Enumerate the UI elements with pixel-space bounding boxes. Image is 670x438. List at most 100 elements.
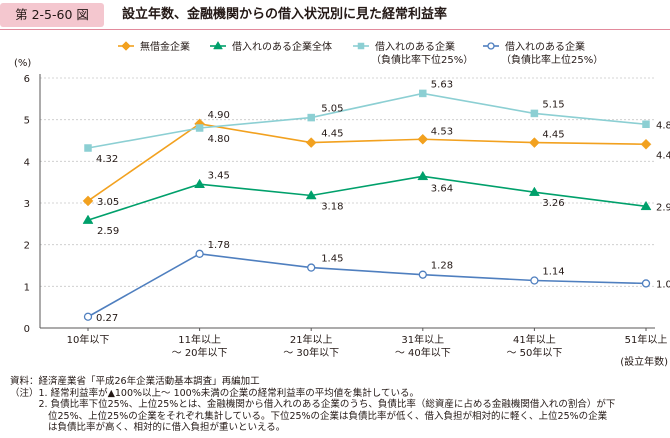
legend-label-0: 無借金企業: [140, 40, 190, 53]
series-0-point-3: [417, 133, 429, 145]
series-3-label-0: 0.27: [96, 313, 118, 324]
series-2-label-5: 4.89: [656, 120, 670, 131]
gridlines: [40, 77, 655, 287]
series-2-label-0: 4.32: [96, 154, 118, 165]
x-tick-label-2-line2: ～ 30年以下: [283, 346, 339, 359]
series-2-label-2: 5.05: [321, 104, 343, 115]
series-line-3: [87, 253, 647, 318]
series-1-label-3: 3.64: [431, 183, 453, 194]
legend: 無借金企業 借入れのある企業全体 借入れのある企業（負債比率下位25%）借入れのある…: [118, 40, 603, 66]
legend-item-2: 借入れのある企業（負債比率下位25%）: [353, 40, 473, 66]
line-chart: 0 1 2 3 4 5 6 (%) 10年以下 11年以上～ 20年以下 21年以上～ 30年以下 3…: [14, 40, 670, 368]
series-1-point-0: [82, 214, 94, 224]
figure-notes: 資料：経済産業省「平成26年企業活動基本調査」再編加工 （注）1. 経常利益率が…: [10, 376, 665, 434]
series-2-label-4: 5.15: [542, 99, 564, 110]
figure-number-badge: 第 2-5-60 図: [0, 3, 104, 27]
y-tick-label-0: 0: [24, 324, 30, 335]
legend-sublabel-2: （負債比率下位25%）: [371, 53, 473, 66]
x-axis-label: (設立年数): [620, 355, 668, 368]
series-2-point-0: [84, 144, 92, 152]
x-tick-label-1: 11年以上: [178, 333, 221, 346]
legend-item-0: 無借金企業: [118, 40, 190, 53]
series-0-label-3: 4.53: [431, 126, 453, 137]
figure-title: 設立年数、金融機関からの借入状況別に見た経常利益率: [122, 7, 448, 22]
series-3-point-1: [195, 249, 204, 258]
series-3: [83, 249, 651, 321]
x-tick-label-3-line2: ～ 40年以下: [395, 346, 451, 359]
series-line-0: [87, 122, 647, 202]
series-2-point-2: [307, 113, 315, 122]
series-3-label-1: 1.78: [208, 240, 230, 251]
note-source: 資料：経済産業省「平成26年企業活動基本調査」再編加工: [10, 376, 260, 387]
series-3-label-5: 1.07: [656, 279, 670, 290]
series-3-label-4: 1.14: [542, 267, 564, 278]
axes: 0 1 2 3 4 5 6 (%) 10年以下 11年以上～ 20年以下 21年以上～ 30年以下 3…: [14, 58, 668, 368]
series-2-point-4: [530, 109, 539, 118]
series-1-point-4: [528, 186, 540, 196]
x-tick-label-4-line2: ～ 50年以下: [506, 346, 562, 359]
legend-marker-0: [121, 41, 131, 51]
series-0-point-4: [529, 137, 540, 148]
series-0-label-1: 4.90: [208, 110, 230, 121]
note-2-line-3: は負債比率が高く、相対的に借入負担が重いといえる。: [10, 422, 286, 434]
x-tick-label-0: 10年以下: [67, 333, 110, 346]
series-2-point-5: [642, 120, 650, 128]
series-0-point-0: [82, 195, 94, 207]
series-2-label-3: 5.63: [431, 79, 453, 90]
series-0-point-2: [305, 137, 317, 148]
series-1-label-2: 3.18: [321, 202, 343, 213]
legend-marker-2: [357, 42, 365, 50]
series-2-point-1: [195, 124, 204, 132]
series-2-label-1: 4.80: [208, 134, 230, 145]
x-tick-label-2: 21年以上: [290, 333, 333, 346]
series-0-label-0: 3.05: [97, 197, 119, 208]
series-3-point-5: [641, 279, 651, 288]
series-0-label-5: 4.41: [656, 150, 670, 161]
series-1-point-5: [640, 200, 652, 211]
series-3-point-0: [83, 312, 93, 321]
series-0: [82, 118, 652, 207]
data-labels: 3.05 4.90 4.45 4.53 4.45 4.41 2.59 3.45 3.18 3.64…: [96, 79, 670, 323]
header-divider: [0, 29, 670, 30]
legend-item-1: 借入れのある企業全体: [210, 40, 332, 53]
series-1-label-0: 2.59: [97, 226, 119, 237]
series-line-2: [87, 92, 647, 149]
series-0-label-2: 4.45: [321, 129, 343, 140]
y-tick-label-5: 5: [24, 116, 30, 127]
y-tick-label-2: 2: [24, 241, 30, 252]
figure-header: 第 2-5-60 図 設立年数、金融機関からの借入状況別に見た経常利益率: [0, 0, 670, 32]
note-2-line-2: 位25%、上位25%の企業をそれぞれ集計している。下位25%の企業は負債比率が低…: [10, 410, 608, 422]
note-2-line-1: 2. 負債比率下位25%、上位25%とは、金融機関から借入れのある企業のうち、負…: [10, 399, 616, 411]
y-tick-label-3: 3: [24, 199, 30, 210]
series-1-point-2: [305, 190, 317, 200]
series-0-label-4: 4.45: [542, 130, 564, 141]
x-tick-label-1-line2: ～ 20年以下: [172, 346, 228, 359]
series-2: [84, 89, 650, 152]
series-0-point-5: [640, 138, 652, 150]
y-tick-label-4: 4: [24, 157, 30, 168]
legend-label-1: 借入れのある企業全体: [232, 40, 332, 53]
series-3-point-2: [307, 263, 316, 272]
legend-label-2: 借入れのある企業: [375, 40, 455, 53]
series-1-label-1: 3.45: [208, 170, 230, 181]
legend-item-3: 借入れのある企業（負債比率上位25%）: [483, 40, 603, 66]
series-3-point-4: [530, 276, 539, 285]
series-1-point-1: [194, 178, 206, 188]
y-tick-label-6: 6: [24, 74, 30, 85]
series-1: [82, 170, 652, 224]
y-axis-label: (%): [14, 58, 31, 69]
y-tick-label-1: 1: [24, 282, 30, 293]
x-tick-label-3: 31年以上: [401, 333, 444, 346]
series-3-label-3: 1.28: [431, 261, 453, 272]
series-1-point-3: [417, 170, 429, 181]
series-3-point-3: [418, 270, 427, 279]
legend-marker-1: [213, 41, 223, 50]
x-tick-label-5: 51年以上: [625, 333, 668, 346]
legend-sublabel-3: （負債比率上位25%）: [501, 53, 603, 66]
series-2-point-3: [419, 89, 427, 98]
x-tick-label-4: 41年以上: [513, 333, 556, 346]
series-3-label-2: 1.45: [321, 254, 343, 265]
legend-label-3: 借入れのある企業: [505, 40, 585, 53]
series-1-label-4: 3.26: [542, 198, 564, 209]
series-line-1: [87, 175, 647, 221]
